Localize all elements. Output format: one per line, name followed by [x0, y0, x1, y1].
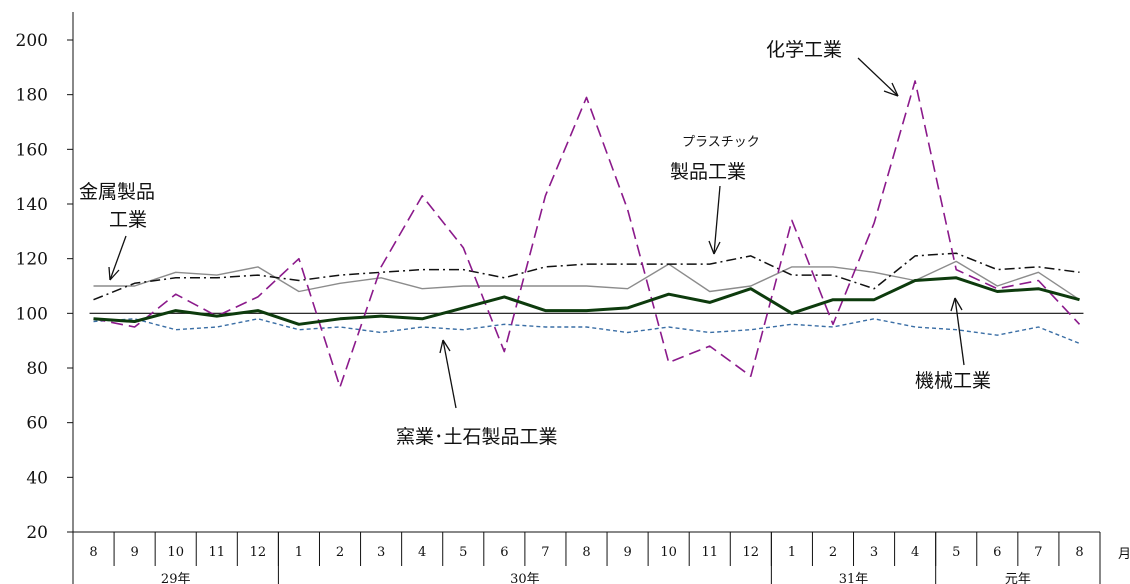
x-tick-label: 10 — [660, 545, 677, 560]
arrow-plastic — [713, 185, 721, 255]
x-tick-label: 8 — [1075, 545, 1083, 560]
annotation-ceramics: 窯業･土石製品工業 — [396, 426, 558, 448]
annotation-plastic-line2: 製品工業 — [670, 161, 746, 183]
annotation-machinery: 機械工業 — [915, 370, 991, 392]
x-tick-label: 5 — [459, 545, 467, 560]
annotation-metal-line2: 工業 — [109, 209, 147, 231]
arrowhead-ceramics — [439, 339, 451, 354]
y-tick-label: 120 — [16, 250, 48, 270]
year-label: 29年 — [161, 572, 191, 584]
arrowhead-metal — [108, 266, 120, 281]
year-label: 元年 — [1005, 572, 1031, 584]
y-tick-label: 40 — [26, 468, 48, 488]
arrowhead-plastic — [708, 240, 721, 255]
y-tick-label: 60 — [26, 414, 48, 434]
x-tick-label: 1 — [295, 545, 303, 560]
x-tick-label: 5 — [952, 545, 960, 560]
annotation-plastic-line1: プラスチック — [682, 135, 760, 150]
x-tick-label: 4 — [418, 545, 426, 560]
arrowhead-chemical — [883, 82, 899, 97]
arrow-chemical — [857, 57, 899, 97]
x-tick-label: 6 — [993, 545, 1001, 560]
arrow-machinery — [954, 297, 965, 366]
x-tick-label: 8 — [582, 545, 590, 560]
y-tick-label: 160 — [16, 140, 48, 160]
annotation-metal-line1: 金属製品 — [79, 181, 155, 203]
year-label: 31年 — [839, 572, 869, 584]
x-tick-label: 4 — [911, 545, 919, 560]
arrow-metal — [109, 235, 127, 281]
x-tick-label: 7 — [1034, 545, 1042, 560]
x-tick-label: 8 — [89, 545, 97, 560]
series-line — [93, 318, 1080, 345]
y-tick-label: 100 — [16, 304, 48, 324]
x-tick-label: 12 — [743, 545, 760, 560]
y-tick-label: 80 — [26, 359, 48, 379]
series-line — [93, 252, 1080, 301]
x-tick-label: 3 — [377, 545, 385, 560]
series-lines — [89, 80, 1084, 388]
annotation-chemical: 化学工業 — [766, 39, 842, 61]
year-label: 30年 — [510, 572, 540, 584]
x-tick-label: 1 — [788, 545, 796, 560]
y-tick-label: 20 — [26, 523, 48, 543]
x-tick-label: 11 — [701, 545, 718, 560]
x-tick-label: 10 — [167, 545, 184, 560]
x-tick-label: 2 — [336, 545, 344, 560]
x-tick-label: 9 — [130, 545, 138, 560]
x-unit-label: 月 — [1118, 547, 1130, 562]
series-line — [93, 80, 1081, 388]
x-tick-label: 11 — [209, 545, 226, 560]
x-tick-label: 9 — [623, 545, 631, 560]
y-tick-label: 140 — [16, 195, 48, 215]
arrow-ceramics — [442, 339, 457, 409]
x-tick-label: 3 — [870, 545, 878, 560]
x-tick-label: 6 — [500, 545, 508, 560]
series-line — [93, 276, 1080, 326]
x-tick-label: 2 — [829, 545, 837, 560]
x-tick-label: 7 — [541, 545, 549, 560]
y-tick-label: 200 — [16, 31, 48, 51]
arrowhead-machinery — [950, 297, 963, 312]
annotations: 化学工業 プラスチック 製品工業 金属製品 工業 機械工業 窯業･土石製品工業 — [79, 39, 991, 448]
y-tick-label: 180 — [16, 86, 48, 106]
x-tick-label: 12 — [250, 545, 267, 560]
